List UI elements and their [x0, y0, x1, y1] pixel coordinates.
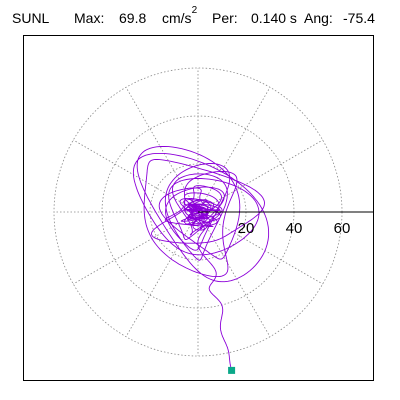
r-tick-label: 60: [334, 220, 351, 237]
grid-spoke: [125, 87, 199, 213]
grid-spoke: [73, 139, 199, 213]
r-tick-label: 20: [238, 220, 255, 237]
radial-tick-labels: 20 40 60: [238, 220, 351, 237]
max-value: 69.8: [119, 10, 147, 26]
grid-spoke: [197, 211, 271, 337]
grid-spoke: [125, 211, 199, 337]
per-value: 0.140 s: [251, 10, 297, 26]
ang-value: -75.4: [343, 10, 375, 26]
per-label: Per:: [212, 10, 238, 26]
max-unit-base: cm/s: [162, 10, 192, 26]
grid-spoke: [197, 211, 323, 285]
grid-spoke: [73, 211, 199, 285]
plot-frame: [23, 35, 374, 381]
end-point-marker: [228, 366, 236, 374]
r-tick-label: 40: [286, 220, 303, 237]
station-label: SUNL: [12, 10, 50, 26]
ang-label: Ang:: [304, 10, 333, 26]
max-unit: cm/s2: [162, 5, 197, 26]
grid-spoke: [197, 139, 323, 213]
chart-header: SUNL Max: 69.8 cm/s2 Per: 0.140 s Ang: -…: [0, 4, 400, 30]
grid-spoke: [197, 87, 271, 213]
motion-trace-group: [132, 145, 270, 371]
max-unit-exponent: 2: [191, 5, 198, 16]
max-label: Max:: [74, 10, 105, 26]
motion-trace: [132, 145, 270, 371]
